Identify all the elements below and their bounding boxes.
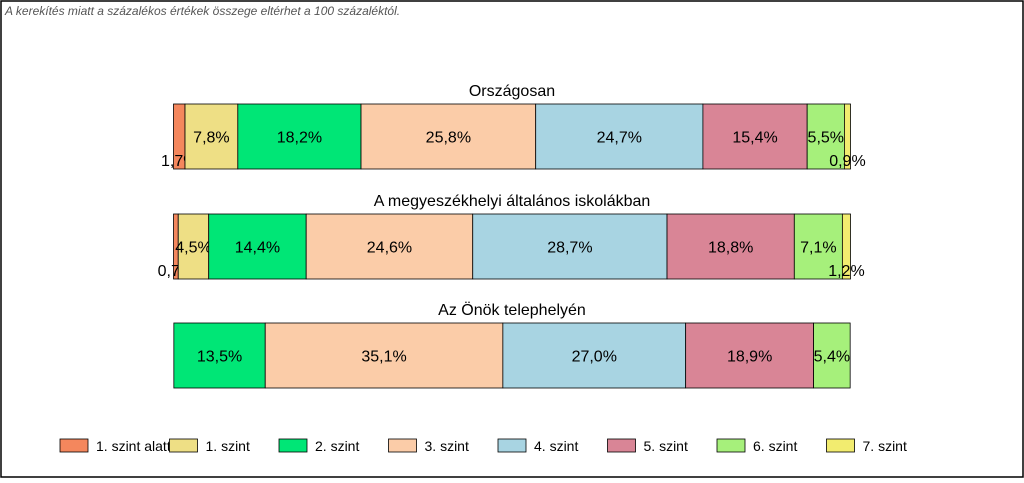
bar-segment — [535, 103, 704, 170]
data-label: 18,2% — [277, 130, 322, 147]
row-title: Az Önök telephelyén — [438, 301, 586, 319]
legend-swatch — [388, 438, 417, 453]
rounding-note: A kerekítés miatt a százalékos értékek ö… — [4, 4, 400, 18]
bar-segment — [237, 103, 362, 170]
legend-label: 1. szint — [206, 438, 250, 454]
legend-label: 6. szint — [753, 438, 797, 454]
data-label: 13,5% — [197, 349, 242, 366]
bar-segment — [844, 103, 851, 170]
bar-segment — [472, 213, 668, 280]
bar-segment — [813, 322, 851, 389]
data-label: 4,5% — [175, 240, 211, 257]
data-label: 24,7% — [597, 130, 642, 147]
legend-swatch — [497, 438, 527, 453]
bar-segment — [502, 322, 687, 389]
legend-label: 2. szint — [315, 438, 359, 454]
bar-segment — [702, 103, 808, 170]
legend-label: 1. szint alatti — [96, 438, 174, 454]
legend-label: 3. szint — [425, 438, 469, 454]
data-label: 28,7% — [547, 240, 592, 257]
row-title: A megyeszékhelyi általános iskolákban — [374, 193, 651, 210]
bar-segment — [685, 322, 815, 389]
bar-segment — [264, 322, 504, 389]
legend-swatch — [826, 438, 855, 453]
bar-segment — [173, 322, 266, 389]
data-label: 0,9% — [829, 153, 865, 170]
legend-swatch — [169, 438, 198, 453]
legend-label: 7. szint — [863, 438, 907, 454]
data-label: 15,4% — [732, 130, 777, 147]
bar-segment — [841, 213, 851, 280]
row-title: Országosan — [469, 83, 555, 100]
legend-label: 5. szint — [644, 438, 688, 454]
data-label: 18,8% — [708, 240, 753, 257]
legend-swatch — [716, 438, 746, 453]
legend-swatch — [607, 438, 636, 453]
data-label: 18,9% — [727, 349, 772, 366]
legend-swatch — [278, 438, 308, 453]
bar-segment — [793, 213, 843, 280]
data-label: 27,0% — [572, 349, 617, 366]
data-label: 24,6% — [367, 240, 412, 257]
bar-segment — [666, 213, 795, 280]
data-label: 14,4% — [235, 240, 280, 257]
legend-label: 4. szint — [534, 438, 578, 454]
bar-segment — [305, 213, 474, 280]
legend-swatch — [59, 438, 89, 453]
data-label: 35,1% — [361, 349, 406, 366]
data-label: 5,4% — [814, 349, 850, 366]
bar-segment — [806, 103, 845, 170]
data-label: 25,8% — [426, 130, 471, 147]
bar-segment — [208, 213, 307, 280]
legend: 1. szint alatti 1. szint 2. szint 3. szint 4… — [59, 438, 907, 454]
data-label: 1,2% — [828, 263, 864, 280]
bar-segment — [177, 213, 210, 280]
data-label: 7,1% — [800, 240, 836, 257]
data-label: 7,8% — [193, 130, 229, 147]
data-label: 5,5% — [808, 130, 844, 147]
bar-segment — [360, 103, 537, 170]
